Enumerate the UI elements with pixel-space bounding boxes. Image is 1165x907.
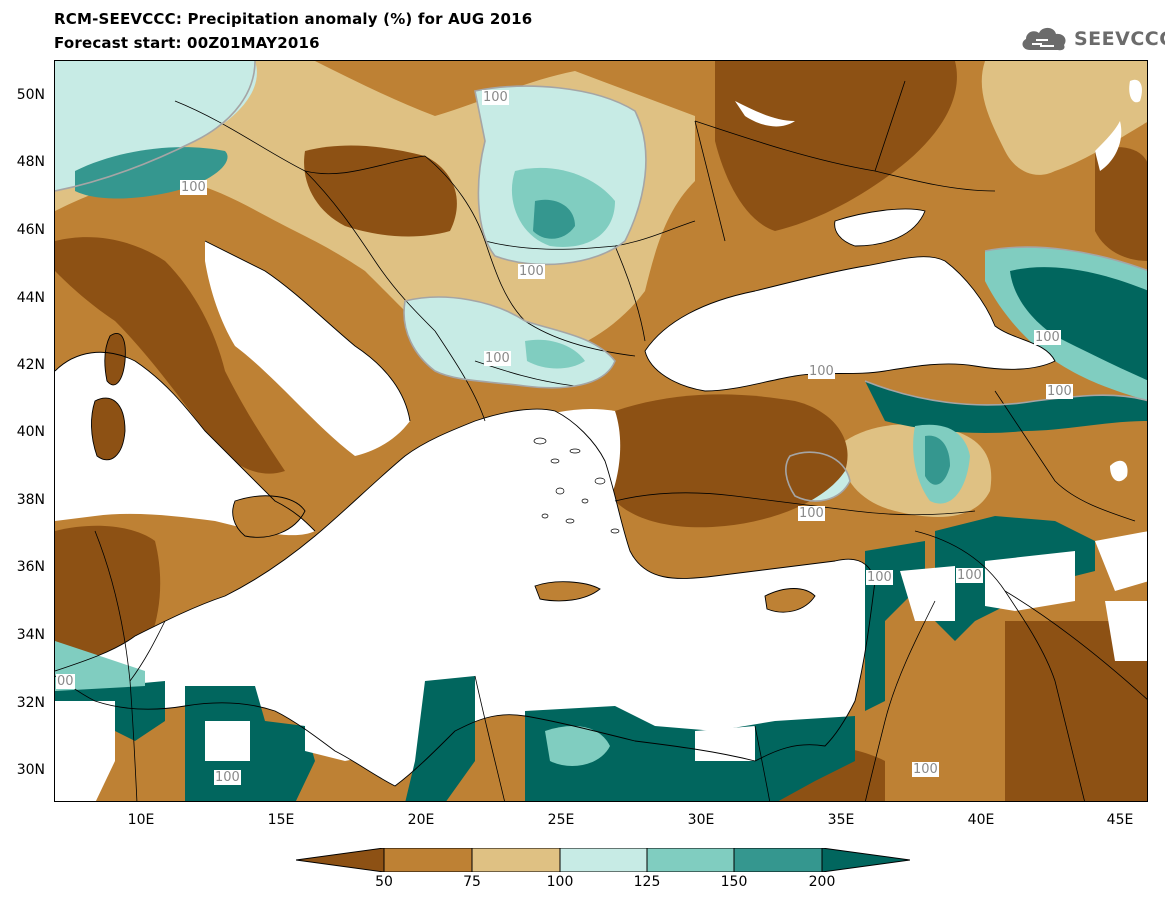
lat-label: 36N: [16, 559, 45, 575]
contour-100-lines: [55, 61, 1147, 502]
colorbar: [296, 848, 910, 872]
lon-label: 20E: [407, 812, 435, 828]
lon-label: 35E: [827, 812, 855, 828]
contour-label: 100: [484, 351, 511, 366]
contour-label: 100: [180, 180, 207, 195]
colorbar-label: 75: [463, 874, 481, 890]
contour-label: 100: [912, 762, 939, 777]
colorbar-label: 200: [808, 874, 836, 890]
lon-label: 30E: [687, 812, 715, 828]
lat-label: 40N: [16, 424, 45, 440]
contour-label: 100: [518, 264, 545, 279]
logo-text: SEEVCCC: [1074, 28, 1165, 50]
lat-label: 32N: [16, 695, 45, 711]
lat-label: 30N: [16, 762, 45, 778]
precipitation-anomaly-map: [54, 60, 1148, 802]
lat-label: 50N: [16, 87, 45, 103]
colorbar-label: 50: [375, 874, 393, 890]
contour-label: 100: [1046, 384, 1073, 399]
lon-label: 40E: [967, 812, 995, 828]
contour-label: 100: [214, 770, 241, 785]
lon-label: 15E: [267, 812, 295, 828]
map-title: RCM-SEEVCCC: Precipitation anomaly (%) f…: [54, 10, 533, 28]
colorbar-label: 125: [633, 874, 661, 890]
seevccc-logo: SEEVCCC: [1018, 24, 1165, 54]
contour-label: 100: [956, 568, 983, 583]
lat-label: 46N: [16, 222, 45, 238]
lat-label: 48N: [16, 154, 45, 170]
map-canvas: [55, 61, 1147, 801]
forecast-start-subtitle: Forecast start: 00Z01MAY2016: [54, 34, 320, 52]
lat-label: 34N: [16, 627, 45, 643]
colorbar-label: 150: [720, 874, 748, 890]
contour-label: 100: [866, 570, 893, 585]
contour-label: 00: [56, 674, 75, 689]
lat-label: 44N: [16, 290, 45, 306]
colorbar-label: 100: [546, 874, 574, 890]
contour-label: 100: [808, 364, 835, 379]
lat-label: 42N: [16, 357, 45, 373]
contour-label: 100: [482, 90, 509, 105]
aegean-islands: [533, 437, 620, 534]
contour-label: 100: [1034, 330, 1061, 345]
lon-label: 10E: [127, 812, 155, 828]
lon-label: 25E: [547, 812, 575, 828]
cloud-icon: [1022, 27, 1066, 51]
lon-label: 45E: [1106, 812, 1134, 828]
contour-label: 100: [798, 506, 825, 521]
lat-label: 38N: [16, 492, 45, 508]
